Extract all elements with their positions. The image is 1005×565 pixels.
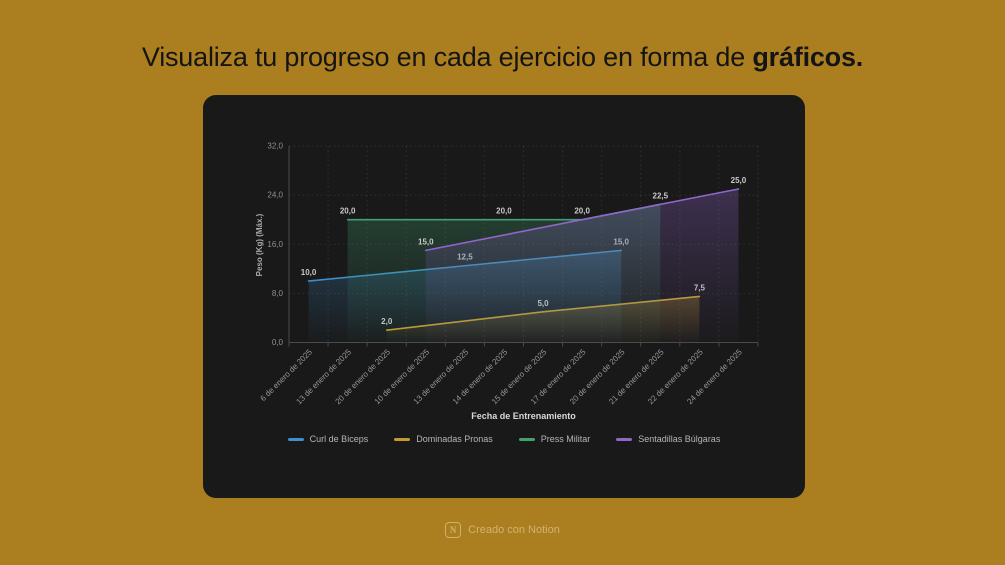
- series-area-sentadillas-bulgaras: [425, 188, 739, 343]
- legend-swatch: [518, 437, 535, 441]
- data-point-label: 22,5: [653, 191, 669, 200]
- page-title-bold: gráficos.: [752, 42, 864, 72]
- legend-item-sentadillas-bulgaras[interactable]: Sentadillas Búlgaras: [616, 434, 720, 444]
- y-tick-label: 32,0: [267, 142, 283, 151]
- data-point-label: 20,0: [340, 207, 356, 216]
- data-point-label: 10,0: [301, 268, 317, 277]
- data-point-label: 25,0: [731, 176, 747, 185]
- chart-legend: Curl de Biceps Dominadas Pronas Press Mili…: [203, 434, 805, 444]
- y-tick-label: 24,0: [267, 191, 283, 200]
- legend-swatch: [394, 437, 411, 441]
- data-point-label: 15,0: [418, 237, 434, 246]
- legend-item-curl-de-biceps[interactable]: Curl de Biceps: [287, 434, 369, 444]
- y-tick-label: 16,0: [267, 240, 283, 249]
- notion-badge-text: Creado con Notion: [468, 524, 560, 536]
- y-tick-label: 8,0: [272, 289, 284, 298]
- data-point-label: 20,0: [574, 207, 590, 216]
- page-title-regular: Visualiza tu progreso en cada ejercicio …: [141, 42, 753, 72]
- x-axis-title: Fecha de Entrenamiento: [471, 411, 576, 421]
- legend-swatch: [287, 437, 304, 441]
- legend-label: Curl de Biceps: [309, 434, 369, 444]
- data-point-label: 20,0: [496, 207, 512, 216]
- legend-swatch: [616, 437, 633, 441]
- series-line-sentadillas-bulgaras: [424, 188, 740, 252]
- page-title: Visualiza tu progreso en cada ejercicio …: [0, 41, 1005, 73]
- legend-item-dominadas-pronas[interactable]: Dominadas Pronas: [394, 434, 493, 444]
- legend-item-press-militar[interactable]: Press Militar: [518, 434, 591, 444]
- legend-label: Dominadas Pronas: [416, 434, 493, 444]
- legend-label: Sentadillas Búlgaras: [638, 434, 721, 444]
- notion-logo-letter: N: [449, 525, 457, 535]
- legend-label: Press Militar: [540, 434, 591, 444]
- notion-badge[interactable]: N Creado con Notion: [0, 522, 1005, 538]
- y-axis-title: Peso (Kg) (Máx.): [255, 213, 264, 276]
- y-tick-label: 0,0: [272, 338, 284, 347]
- notion-logo-icon: N: [445, 522, 462, 538]
- chart-card: 0,0 8,0 16,0 24,0 32,0 6 de enero de 2025 13 d…: [203, 95, 805, 498]
